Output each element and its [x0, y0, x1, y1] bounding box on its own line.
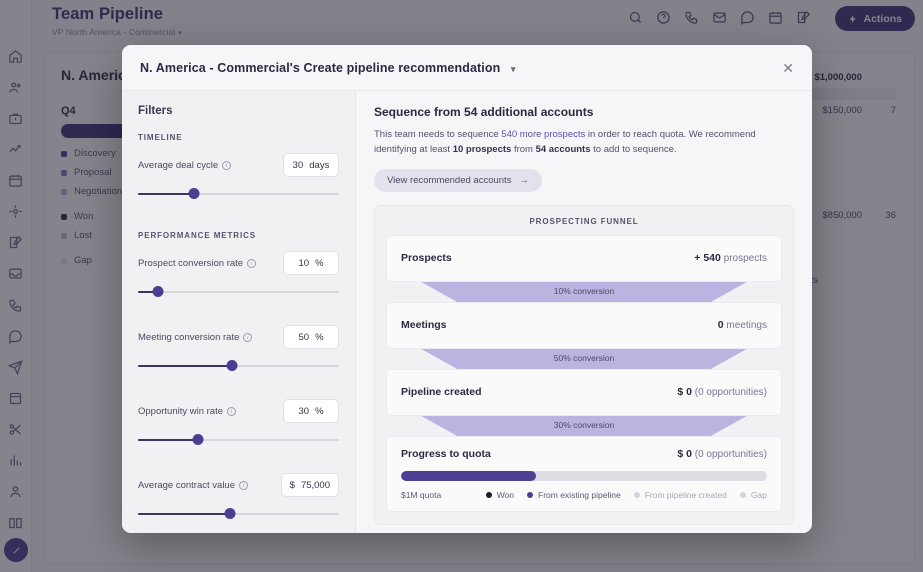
filter-average-contract-value: Average contract value i $ 75,000: [138, 473, 339, 521]
filter-meeting-conversion-rate: Meeting conversion rate i 50 %: [138, 325, 339, 373]
quota-amount-label: $1M quota: [401, 489, 442, 500]
cta-label: View recommended accounts: [387, 174, 512, 186]
bold-accounts: 54 accounts: [535, 144, 591, 156]
prospecting-funnel: PROSPECTING FUNNEL Prospects + 540 prosp…: [374, 204, 794, 525]
stage-name: Prospects: [401, 252, 452, 265]
meeting-conversion-rate-input[interactable]: 50 %: [283, 325, 339, 349]
filter-average-deal-cycle: Average deal cycle i 30 days: [138, 153, 339, 201]
quota-progress-bar: [401, 470, 767, 481]
field-value: 30: [298, 405, 310, 417]
average-deal-cycle-slider[interactable]: [138, 187, 339, 201]
legend-item-pipeline-created: From pipeline created: [633, 490, 727, 500]
funnel-connector-3: 30% conversion: [386, 414, 782, 442]
quota-legend: $1M quota Won From existing pipeline Fro…: [401, 490, 767, 500]
funnel-heading: PROSPECTING FUNNEL: [529, 216, 639, 226]
filter-label: Average deal cycle i: [138, 160, 232, 171]
recommendation-title: Sequence from 54 additional accounts: [374, 105, 594, 119]
modal-title[interactable]: N. America - Commercial's Create pipelin…: [140, 61, 516, 75]
section-label-performance-metrics: PERFORMANCE METRICS: [138, 231, 256, 240]
field-unit: %: [315, 257, 324, 269]
recommendation-panel: Sequence from 54 additional accounts Thi…: [356, 91, 812, 533]
filter-label: Average contract value i: [138, 480, 248, 491]
filter-label: Prospect conversion rate i: [138, 258, 257, 269]
info-icon[interactable]: i: [222, 160, 232, 170]
conversion-label: 50% conversion: [553, 352, 615, 363]
progress-to-quota-card: Progress to quota $ 0 (0 opportunities) …: [386, 435, 782, 512]
stage-value: 0 meetings: [717, 319, 767, 332]
legend-item-gap: Gap: [739, 490, 767, 500]
modal-title-text: N. America - Commercial's Create pipelin…: [140, 60, 501, 75]
modal-body: Filters TIMELINE Average deal cycle i 30…: [122, 91, 812, 533]
legend-item-existing-pipeline: From existing pipeline: [527, 490, 621, 500]
close-icon[interactable]: ✕: [782, 59, 794, 76]
field-value: 10: [298, 257, 310, 269]
average-contract-value-slider[interactable]: [138, 507, 339, 521]
filters-panel: Filters TIMELINE Average deal cycle i 30…: [122, 91, 356, 533]
field-prefix: $: [289, 479, 295, 491]
average-contract-value-input[interactable]: $ 75,000: [280, 473, 339, 497]
funnel-connector-1: 10% conversion: [386, 280, 782, 308]
info-icon[interactable]: i: [243, 332, 253, 342]
filter-opportunity-win-rate: Opportunity win rate i 30 %: [138, 399, 339, 447]
modal-header: N. America - Commercial's Create pipelin…: [122, 45, 812, 91]
filter-label: Opportunity win rate i: [138, 406, 237, 417]
field-value: 30: [292, 159, 304, 171]
section-label-timeline: TIMELINE: [138, 133, 183, 142]
info-icon[interactable]: i: [247, 258, 257, 268]
chevron-down-icon[interactable]: ▾: [510, 63, 516, 74]
filters-heading: Filters: [138, 105, 173, 117]
stage-name: Meetings: [401, 319, 447, 332]
field-unit: %: [315, 331, 324, 343]
legend-item-won: Won: [485, 490, 514, 500]
average-deal-cycle-input[interactable]: 30 days: [283, 153, 339, 177]
highlight-prospects: 540 more prospects: [501, 129, 586, 140]
funnel-connector-2: 50% conversion: [386, 347, 782, 375]
recommendation-body: This team needs to sequence 540 more pro…: [374, 129, 756, 156]
stage-name: Pipeline created: [401, 386, 482, 399]
field-value: 50: [298, 331, 310, 343]
create-pipeline-recommendation-modal: N. America - Commercial's Create pipelin…: [122, 45, 812, 533]
quota-value: $ 0 (0 opportunities): [677, 447, 767, 460]
field-unit: days: [309, 159, 330, 171]
opportunity-win-rate-slider[interactable]: [138, 433, 339, 447]
funnel-stage-prospects: Prospects + 540 prospects: [386, 234, 782, 282]
conversion-label: 10% conversion: [553, 285, 615, 296]
arrow-right-icon: →: [519, 174, 529, 186]
funnel-stage-pipeline-created: Pipeline created $ 0 (0 opportunities): [386, 368, 782, 416]
prospect-conversion-rate-input[interactable]: 10 %: [283, 251, 339, 275]
filter-label: Meeting conversion rate i: [138, 332, 253, 343]
info-icon[interactable]: i: [227, 406, 237, 416]
funnel-stage-meetings: Meetings 0 meetings: [386, 301, 782, 349]
conversion-label: 30% conversion: [553, 419, 615, 430]
view-recommended-accounts-button[interactable]: View recommended accounts →: [374, 168, 542, 192]
field-unit: %: [315, 405, 324, 417]
meeting-conversion-rate-slider[interactable]: [138, 359, 339, 373]
stage-value: + 540 prospects: [694, 252, 767, 265]
field-value: 75,000: [300, 479, 330, 491]
prospect-conversion-rate-slider[interactable]: [138, 285, 339, 299]
bold-prospects: 10 prospects: [452, 144, 512, 156]
info-icon[interactable]: i: [239, 480, 248, 490]
opportunity-win-rate-input[interactable]: 30 %: [283, 399, 339, 423]
filter-prospect-conversion-rate: Prospect conversion rate i 10 %: [138, 251, 339, 299]
stage-value: $ 0 (0 opportunities): [677, 386, 767, 399]
quota-name: Progress to quota: [401, 447, 491, 460]
